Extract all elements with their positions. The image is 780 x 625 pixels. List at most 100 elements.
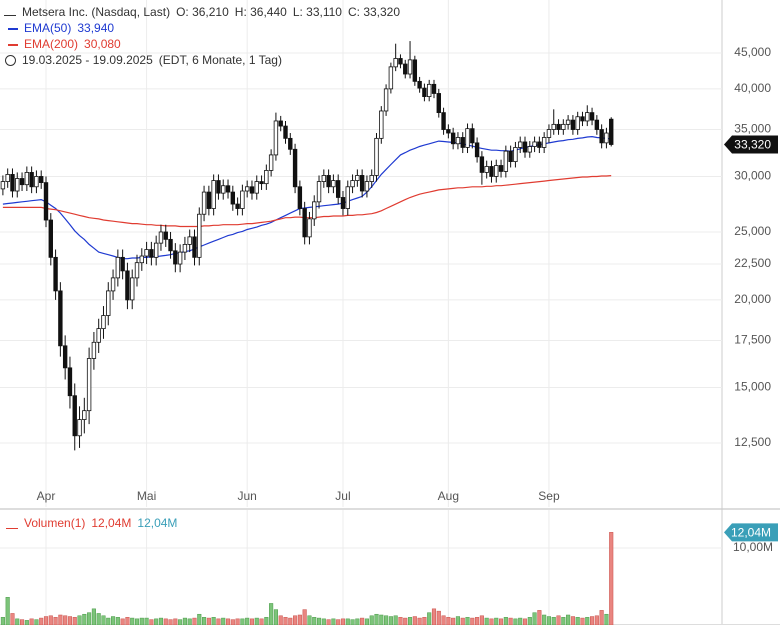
- volume-bar: [10, 613, 15, 625]
- candle-body: [609, 118, 614, 145]
- candle-body: [197, 213, 202, 258]
- date-range-text: 19.03.2025 - 19.09.2025: [22, 53, 153, 67]
- candle-body: [5, 174, 10, 182]
- candle-body: [19, 178, 25, 186]
- volume-bar: [15, 618, 20, 625]
- candle-body: [221, 185, 226, 194]
- candle-body: [460, 137, 465, 148]
- volume-bar: [494, 617, 499, 625]
- volume-bar: [269, 603, 274, 625]
- y-tick-label: 40,000: [734, 81, 771, 95]
- y-tick-label: 35,000: [734, 122, 771, 136]
- candle-body: [403, 63, 408, 75]
- candle-body: [355, 175, 360, 181]
- volume-bar: [178, 619, 183, 625]
- volume-bar: [518, 617, 523, 625]
- legend-swatch: [8, 43, 18, 46]
- candle-body: [570, 119, 576, 130]
- volume-bar: [130, 617, 135, 625]
- legend-name: EMA(200): [24, 37, 79, 51]
- candle-body: [307, 218, 312, 238]
- volume-bar: [206, 617, 211, 625]
- candle-body: [182, 243, 188, 253]
- candle-body: [599, 129, 604, 144]
- volume-bar: [91, 608, 96, 625]
- candle-body: [508, 150, 513, 163]
- candle-body: [359, 175, 365, 192]
- candle-body: [264, 170, 269, 185]
- volume-bar: [336, 619, 341, 625]
- legend-value: 33,940: [77, 21, 115, 35]
- volume-bar: [216, 618, 221, 625]
- volume-bar: [446, 617, 451, 625]
- volume-bar: [293, 615, 298, 625]
- candle-body: [532, 141, 537, 147]
- candle-body: [369, 175, 374, 182]
- volume-bar: [360, 617, 365, 625]
- ohlc: C: 33,320: [347, 5, 401, 19]
- volume-bar: [489, 618, 494, 625]
- candle-body: [575, 116, 580, 130]
- candle-body: [321, 175, 327, 182]
- volume-bar: [503, 617, 508, 625]
- volume-bar: [566, 614, 571, 625]
- volume-bar: [422, 617, 427, 625]
- legend-entry: EMA(200) 30,080: [8, 37, 127, 51]
- volume-bar: [144, 617, 149, 625]
- volume-bar: [331, 618, 336, 625]
- volume-bar: [225, 618, 231, 625]
- clock-icon: [5, 55, 16, 67]
- y-tick-label: 12,500: [734, 435, 771, 449]
- volume-bar: [173, 618, 178, 625]
- volume-bar: [297, 614, 302, 625]
- candle-body: [412, 59, 418, 82]
- volume-bar: [283, 617, 288, 625]
- candle-body: [422, 87, 427, 97]
- candle-body: [326, 175, 331, 188]
- candle-body: [527, 146, 532, 153]
- candle-body: [62, 345, 68, 369]
- volume-bar: [254, 617, 259, 625]
- volume-bar: [111, 616, 116, 625]
- ohlc: H: 36,440: [234, 5, 287, 19]
- volume-bar: [355, 618, 360, 625]
- volume-bar: [120, 618, 125, 625]
- volume-bar: [168, 619, 173, 625]
- volume-bar: [522, 618, 528, 625]
- volume-bar: [134, 618, 140, 625]
- volume-bar: [0, 617, 5, 625]
- volume-bar: [599, 610, 604, 625]
- volume-bar: [609, 532, 614, 625]
- candle-body: [149, 249, 154, 258]
- x-tick-label: Mai: [137, 489, 156, 503]
- volume-bar: [312, 617, 317, 625]
- volume-bar: [240, 618, 245, 625]
- volume-bar: [63, 615, 68, 625]
- volume-value: 12,04M: [91, 516, 132, 530]
- ema-line: [2, 175, 612, 228]
- volume-bar: [513, 618, 518, 625]
- candle-body: [173, 250, 178, 265]
- y-tick-label: 15,000: [734, 380, 771, 394]
- volume-bar: [87, 612, 92, 625]
- candle-body: [484, 166, 489, 173]
- volume-bar: [139, 617, 144, 625]
- volume-bar: [192, 617, 197, 625]
- volume-bar: [72, 617, 77, 625]
- candle-body: [120, 256, 125, 272]
- volume-bar: [546, 616, 552, 625]
- candle-body: [10, 174, 15, 192]
- volume-bar: [561, 617, 566, 625]
- candle-body: [450, 132, 456, 145]
- candle-body: [163, 231, 168, 240]
- volume-bar: [77, 615, 82, 625]
- candle-body: [331, 180, 336, 188]
- candle-body: [177, 251, 183, 265]
- volume-bar: [542, 614, 547, 625]
- candle-body: [441, 112, 446, 130]
- candle-body: [101, 315, 106, 330]
- volume-bar: [407, 617, 413, 625]
- volume-bar: [345, 618, 350, 625]
- candle-body: [561, 123, 566, 130]
- volume-bar: [245, 617, 250, 625]
